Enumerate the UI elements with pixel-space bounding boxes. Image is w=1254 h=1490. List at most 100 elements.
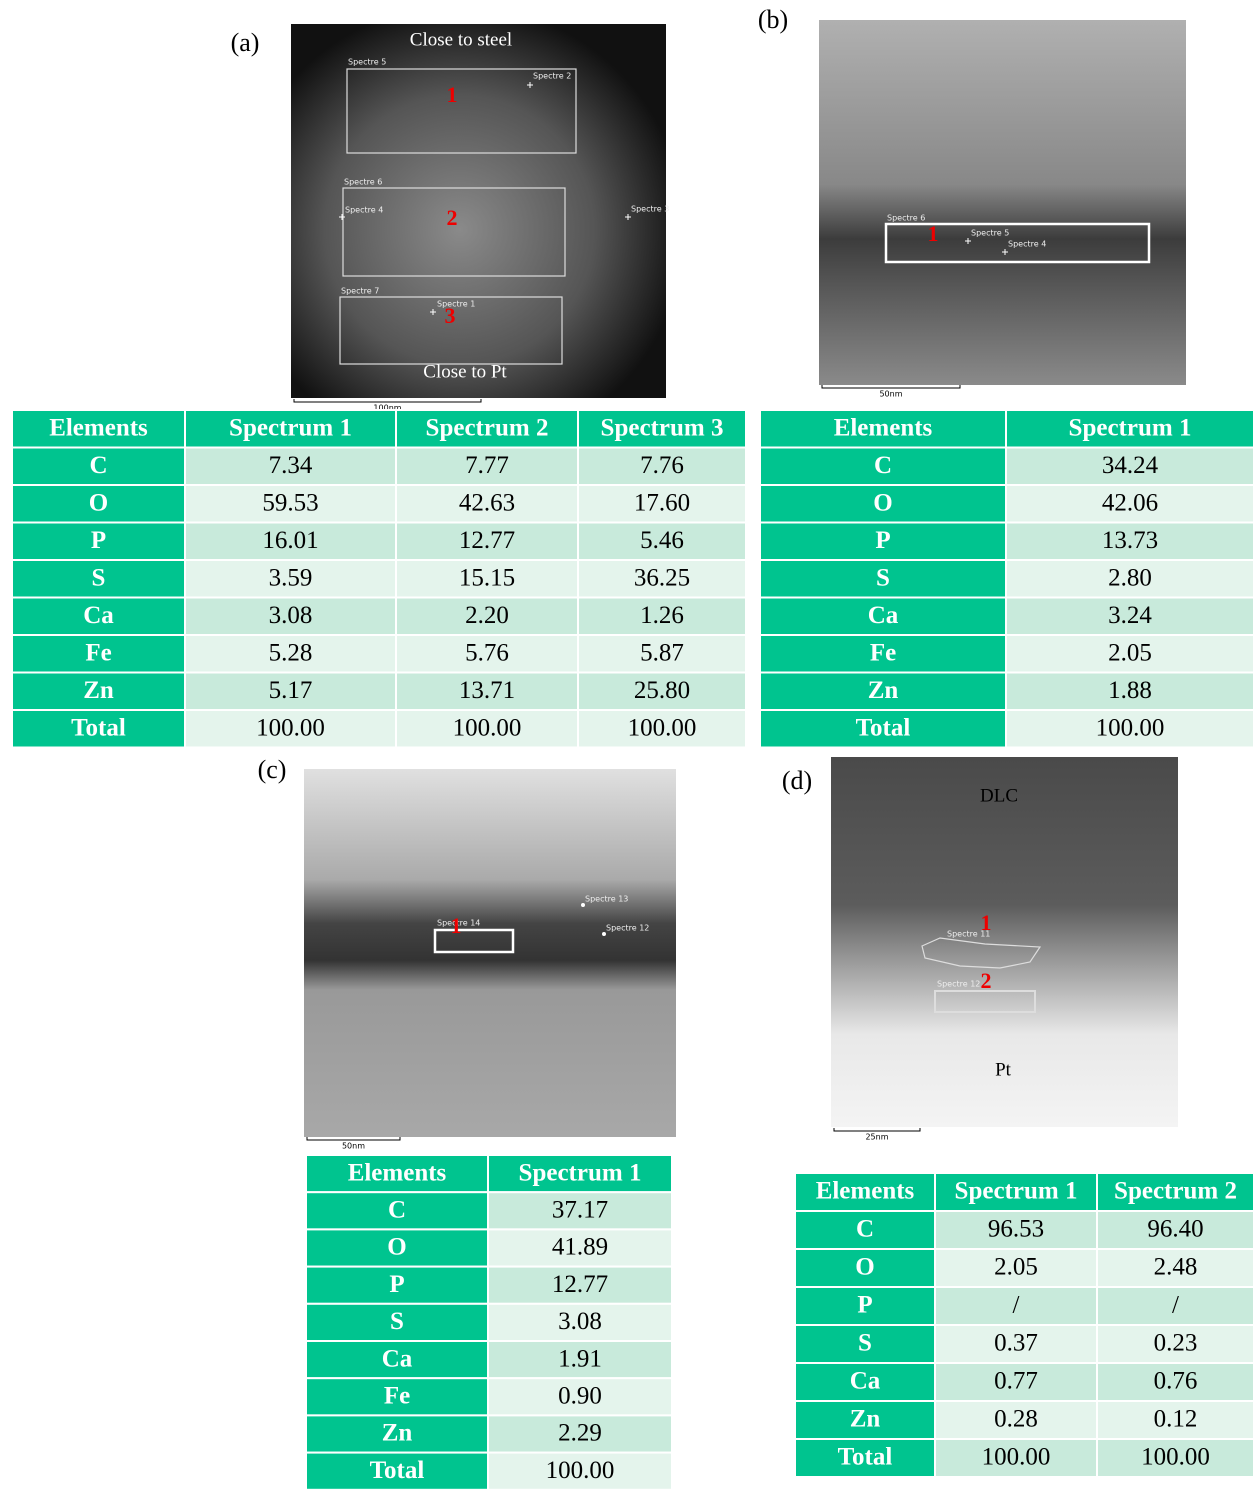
image-annotation: 1 [447,82,458,107]
image-annotation: Spectre 5 [348,58,386,67]
image-annotation: 2 [981,968,992,993]
image-annotation: Spectre 4 [345,206,383,215]
cell-value: 100.00 [1096,714,1165,741]
table-cell [487,1228,673,1268]
cell-value: 7.34 [269,452,313,479]
row-header: Zn [850,1406,881,1433]
table-cell [934,1400,1098,1440]
table-cell [577,446,747,486]
cell-value: 13.73 [1102,527,1158,554]
row-header: P [389,1271,404,1298]
row-header: C [874,452,892,479]
image-annotation: Spectre 5 [971,229,1009,238]
cell-value: 36.25 [634,564,690,591]
table-cell [934,1248,1098,1288]
table-cell [577,596,747,636]
table-cell [794,1210,936,1250]
scale-bar-label: 25nm [865,1133,888,1142]
table-cell [577,559,747,599]
table-cell [184,409,397,449]
image-annotation: Spectre 1 [437,300,475,309]
cell-value: 96.53 [988,1216,1044,1243]
cell-value: 2.20 [465,602,509,629]
table-cell [794,1172,936,1212]
table-cell [395,709,579,749]
row-header: Fe [870,639,896,666]
column-header: Spectrum 1 [955,1178,1078,1205]
cell-value: 7.76 [640,452,684,479]
cell-value: 7.77 [465,452,509,479]
row-header: S [858,1330,872,1357]
cell-value: 3.59 [269,564,313,591]
row-header: C [388,1197,406,1224]
row-header: Total [838,1444,893,1471]
table-cell [305,1377,489,1417]
row-header: Total [370,1457,425,1484]
table-cell [11,671,186,711]
cell-value: 37.17 [552,1197,608,1224]
cell-value: 34.24 [1102,452,1159,479]
cell-value: 0.76 [1154,1368,1198,1395]
cell-value: 0.90 [558,1383,602,1410]
cell-value: 5.46 [640,527,684,554]
table-cell [1005,446,1254,486]
column-header: Elements [816,1178,915,1205]
table-cell [577,521,747,561]
table-cell [1005,709,1254,749]
panel-label: (d) [782,766,812,795]
scale-bar [306,1137,401,1141]
table-cell [1096,1362,1254,1402]
image-annotation: 3 [445,303,456,328]
image-annotation: Close to Pt [423,361,507,382]
row-header: Zn [868,677,899,704]
table-cell [11,596,186,636]
scale-bar [821,385,961,389]
table-cell [395,409,579,449]
table-cell [794,1248,936,1288]
table-cell [184,446,397,486]
table-cell [1005,484,1254,524]
region-box [433,928,515,954]
cell-value: 42.06 [1102,489,1158,516]
table-cell [577,709,747,749]
column-header: Spectrum 2 [1114,1178,1237,1205]
row-header: Total [71,714,126,741]
scale-bar [293,399,482,403]
panel-label: (b) [758,5,788,34]
cell-value: 5.28 [269,639,313,666]
cell-value: 5.76 [465,639,509,666]
image-annotation: Pt [995,1059,1012,1080]
regions [339,68,1151,1013]
cell-value: 16.01 [262,527,318,554]
cell-value: 0.28 [994,1406,1038,1433]
row-header: Ca [83,602,114,629]
cell-value: 12.77 [552,1271,608,1298]
cell-value: 100.00 [453,714,522,741]
column-header: Spectrum 1 [1069,414,1192,441]
image-annotation: Spectre 6 [887,214,925,223]
image-annotation: DLC [980,785,1018,806]
cell-value: 42.63 [459,489,515,516]
cell-value: 2.05 [1108,639,1152,666]
cell-value: 15.15 [459,564,515,591]
table-cell [1005,559,1254,599]
column-header: Elements [348,1159,447,1186]
column-header: Spectrum 1 [519,1159,642,1186]
row-header: S [390,1308,404,1335]
row-header: Ca [850,1368,881,1395]
cell-value: 1.26 [640,602,684,629]
table-cell [1096,1210,1254,1250]
cell-value: 0.77 [994,1368,1038,1395]
table-cell [759,559,1007,599]
table-cell [305,1451,489,1490]
scale-bar-label: 50nm [879,390,902,399]
cell-value: 1.88 [1108,677,1152,704]
image-annotation: Spectre 2 [533,72,571,81]
row-header: O [387,1234,406,1261]
table-cell [305,1191,489,1231]
table-cell [794,1400,936,1440]
scale-bar [833,1128,921,1132]
row-header: C [856,1216,874,1243]
row-header: S [876,564,890,591]
table-cell [11,709,186,749]
